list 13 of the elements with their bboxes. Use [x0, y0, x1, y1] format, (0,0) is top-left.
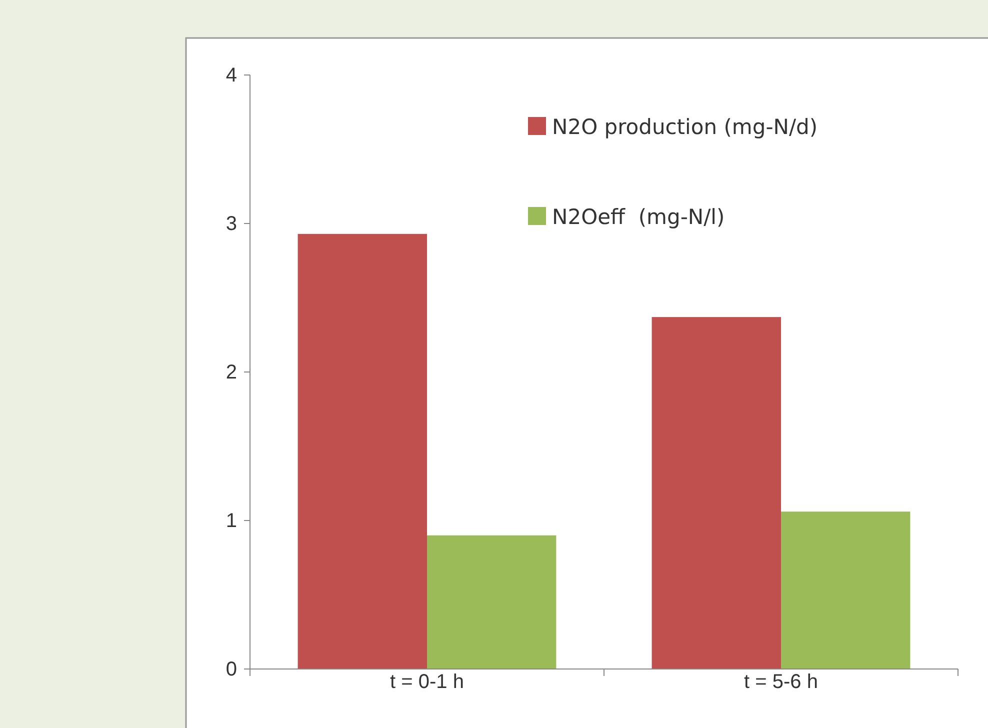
- bar: [652, 317, 781, 669]
- x-tick-label: t = 5-6 h: [744, 671, 818, 693]
- bar: [781, 512, 910, 669]
- bar: [427, 535, 556, 669]
- x-tick-label: t = 0-1 h: [390, 671, 464, 693]
- bar: [298, 234, 427, 669]
- y-tick-label: 1: [226, 510, 237, 532]
- legend-label: N2Oeff (mg-N/l): [552, 205, 725, 229]
- y-tick-label: 4: [226, 64, 237, 86]
- legend-label: N2O production (mg-N/d): [552, 115, 818, 139]
- y-tick-label: 3: [226, 212, 237, 235]
- y-tick-label: 0: [226, 658, 237, 680]
- y-tick-label: 2: [226, 361, 237, 384]
